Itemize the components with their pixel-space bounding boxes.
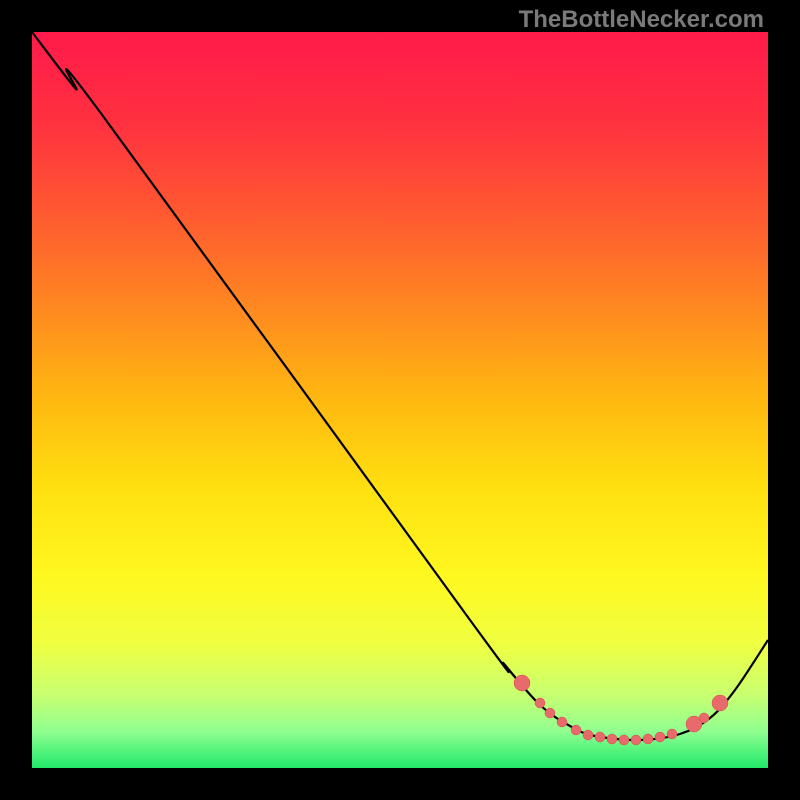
curve-marker <box>595 732 605 742</box>
curve-marker <box>655 732 665 742</box>
curve-marker <box>667 729 677 739</box>
curve-marker <box>712 695 728 711</box>
curve-marker <box>514 675 530 691</box>
curve-marker <box>643 734 653 744</box>
curve-marker <box>557 717 567 727</box>
curve-markers <box>514 675 728 745</box>
curve-marker <box>619 735 629 745</box>
curve-marker <box>699 713 709 723</box>
curve-marker <box>535 698 545 708</box>
curve-marker <box>583 730 593 740</box>
curve-marker <box>545 708 555 718</box>
curve-marker <box>631 735 641 745</box>
curve-marker <box>607 734 617 744</box>
chart-overlay <box>0 0 800 800</box>
bottleneck-curve <box>32 32 768 740</box>
curve-marker <box>571 725 581 735</box>
